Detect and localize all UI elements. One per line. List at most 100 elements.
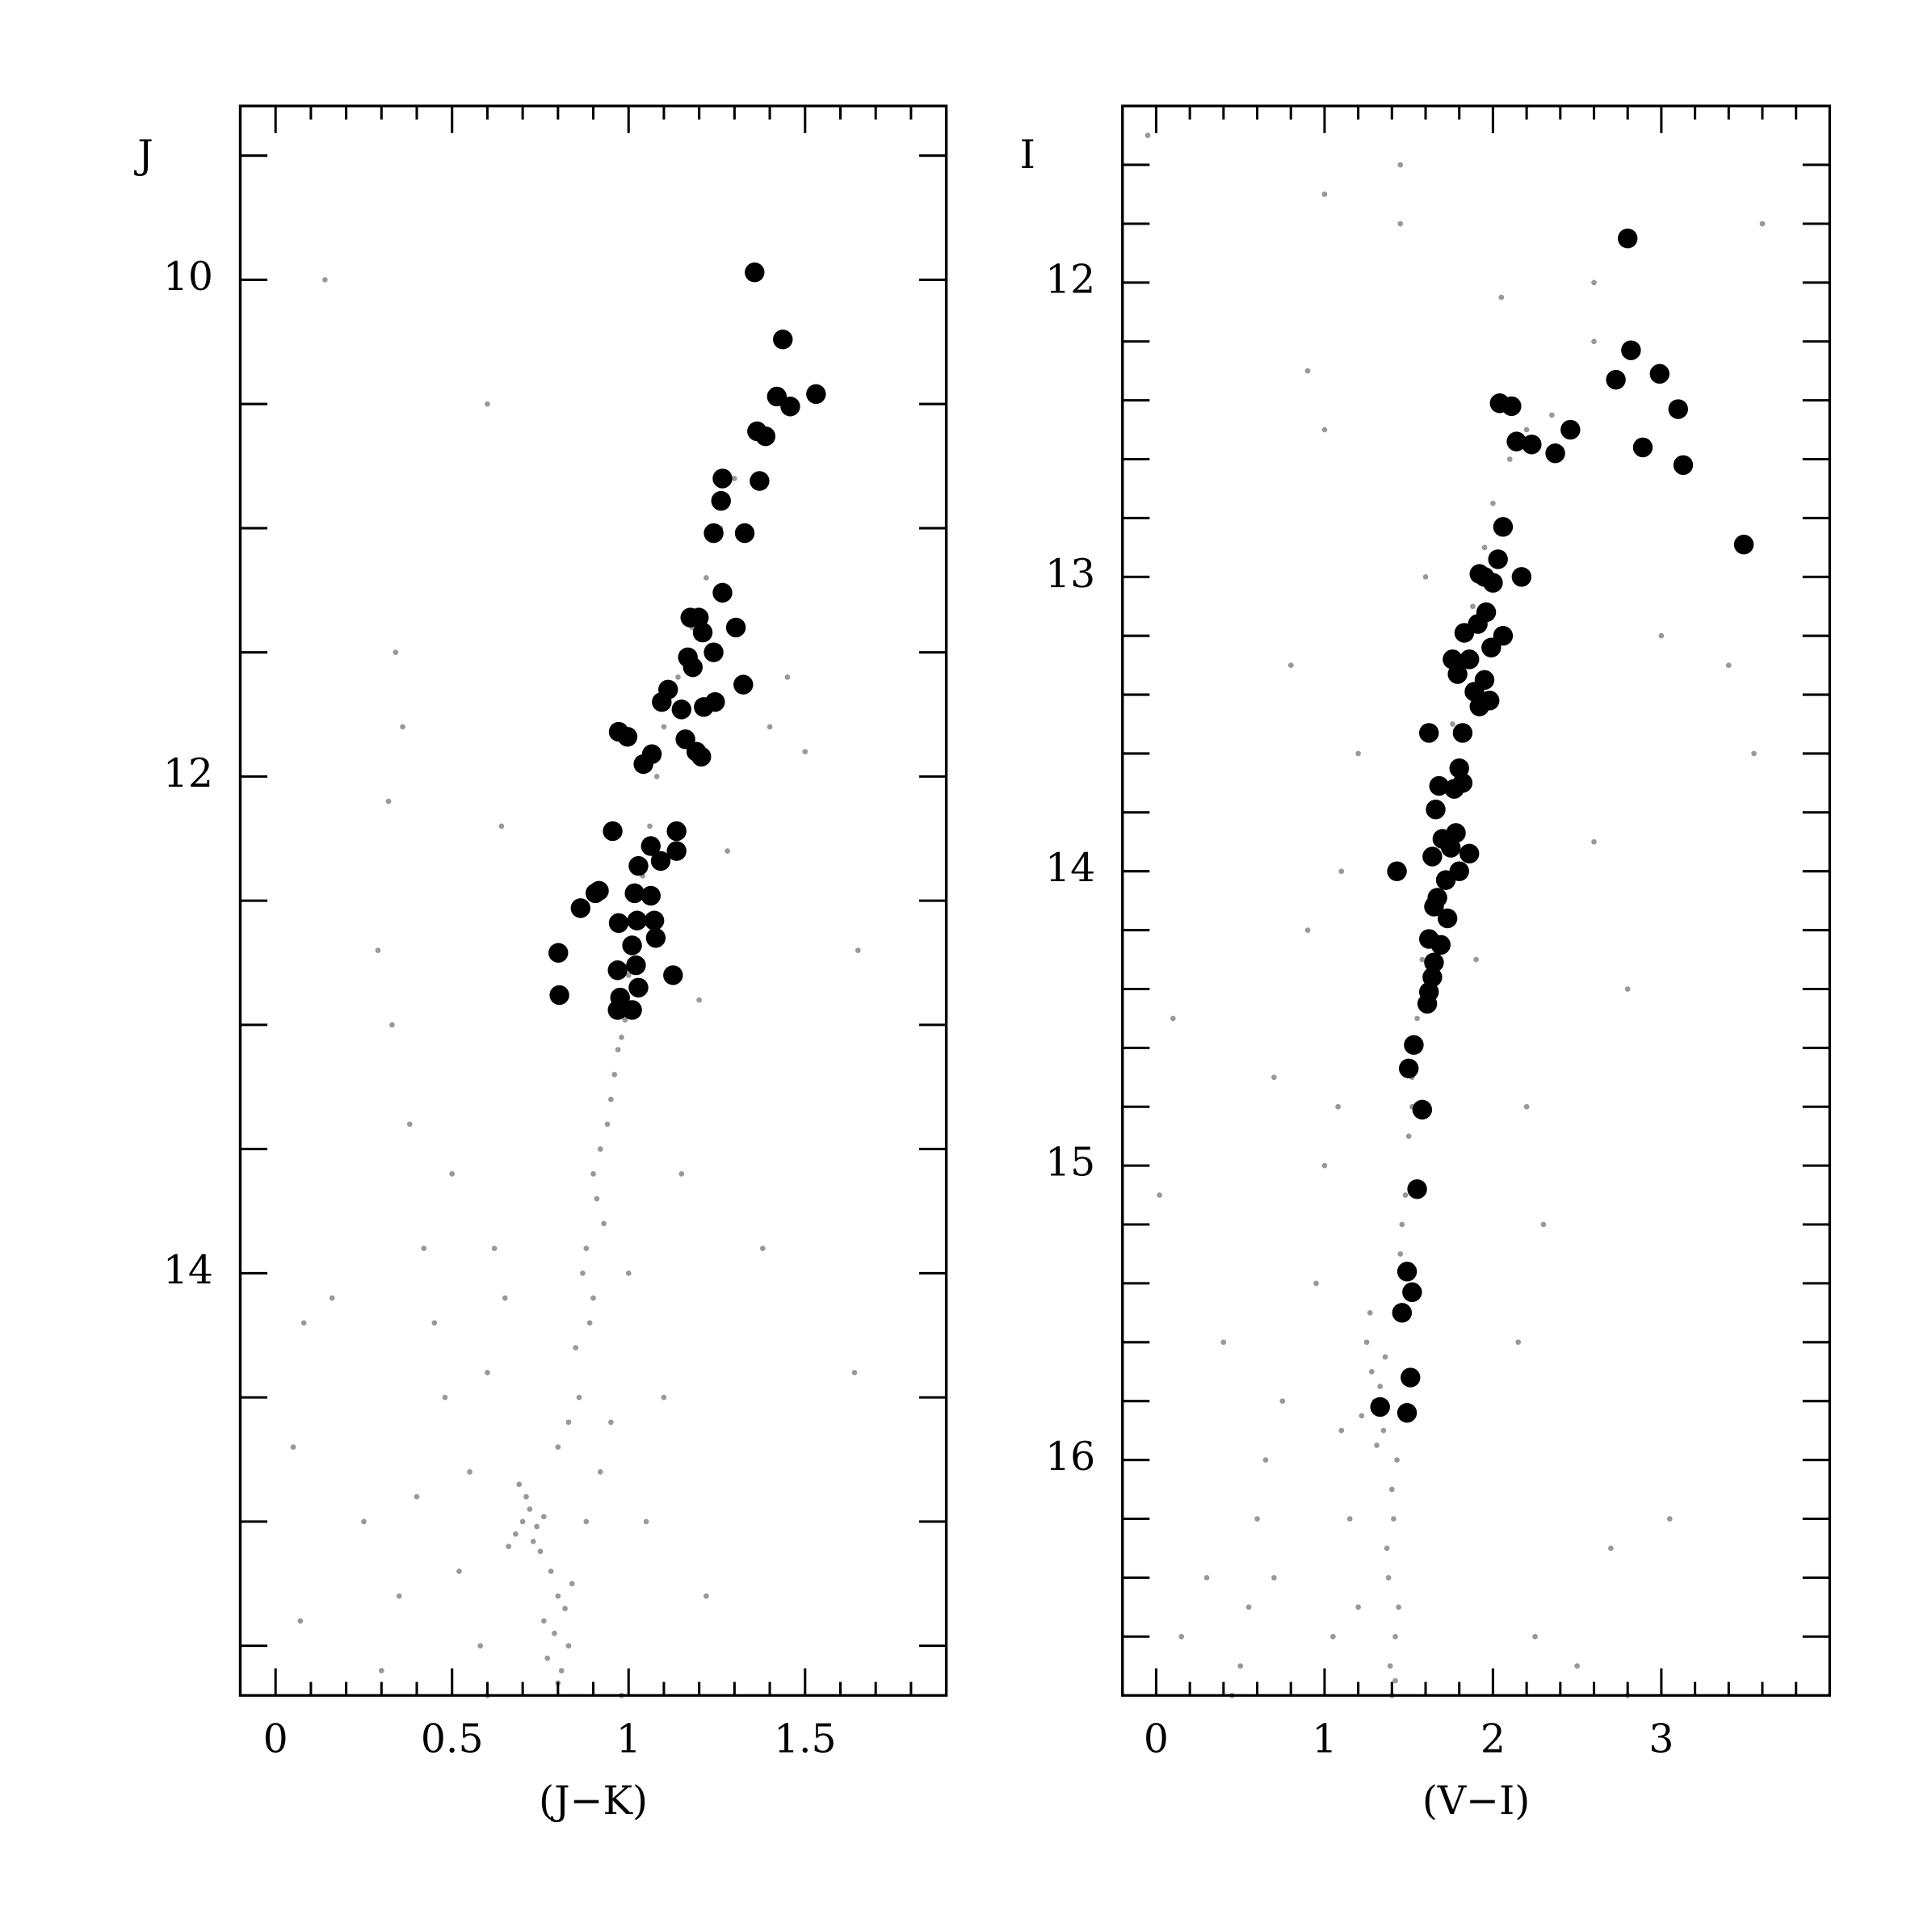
point <box>523 1493 529 1500</box>
point <box>784 674 791 680</box>
point <box>1335 1103 1341 1110</box>
y-tick-label: 15 <box>1045 1140 1095 1186</box>
point <box>1429 775 1449 796</box>
point <box>544 1655 551 1661</box>
point <box>1387 861 1407 881</box>
point <box>562 1606 568 1611</box>
point <box>647 823 653 830</box>
point <box>622 935 642 956</box>
point <box>704 642 724 662</box>
point <box>491 1245 498 1251</box>
point <box>759 1245 766 1251</box>
point <box>1220 1339 1227 1346</box>
point <box>1469 696 1489 716</box>
point <box>1488 549 1508 569</box>
point <box>421 1245 427 1251</box>
point <box>1396 1403 1418 1423</box>
point <box>696 997 703 1003</box>
point <box>555 1593 561 1599</box>
point <box>442 1394 448 1401</box>
point <box>1359 1413 1365 1419</box>
point <box>1523 426 1530 433</box>
point <box>711 490 731 511</box>
point <box>583 1518 590 1525</box>
point <box>1321 426 1328 433</box>
point <box>519 1518 526 1525</box>
point <box>1391 1516 1396 1522</box>
point <box>1346 1516 1353 1522</box>
point <box>396 1593 402 1599</box>
point <box>1493 517 1514 537</box>
x-tick-label: 0.5 <box>421 1716 484 1762</box>
point <box>1178 1633 1185 1640</box>
y-tick-label: 16 <box>1045 1434 1095 1480</box>
point <box>1574 1663 1581 1670</box>
point <box>1523 1103 1530 1110</box>
point <box>498 823 505 830</box>
point <box>1498 294 1505 300</box>
point <box>1392 1678 1398 1684</box>
x-tick-label: 1 <box>616 1716 641 1762</box>
x-tick-label: 1 <box>1312 1716 1337 1762</box>
point <box>1607 1545 1614 1552</box>
point <box>1402 1282 1422 1303</box>
point <box>724 848 730 855</box>
x-tick-label: 0 <box>1144 1716 1169 1762</box>
point <box>1363 1339 1370 1346</box>
point <box>750 471 770 491</box>
point <box>733 674 754 695</box>
point <box>1632 437 1653 458</box>
point <box>583 1245 590 1251</box>
point <box>1474 567 1495 587</box>
point <box>643 1518 649 1525</box>
panel: 0 0.5 1 1.5 10 12 14 (J−K) J <box>133 104 948 1824</box>
point <box>1424 952 1444 972</box>
point <box>1591 338 1597 345</box>
point <box>1338 1427 1345 1434</box>
point <box>608 1096 614 1102</box>
point <box>1387 1663 1393 1670</box>
point <box>1170 1015 1176 1022</box>
point <box>1437 908 1458 929</box>
point <box>1405 1133 1412 1140</box>
point <box>806 384 826 405</box>
point <box>1399 1221 1405 1228</box>
point <box>552 1630 557 1636</box>
y-tick-label: 14 <box>1045 845 1095 891</box>
point <box>570 898 591 918</box>
point <box>1549 412 1555 418</box>
point <box>597 1469 603 1475</box>
point <box>691 746 712 767</box>
point <box>467 1469 472 1475</box>
point <box>1262 1457 1269 1463</box>
point <box>625 1270 632 1276</box>
point <box>650 850 671 872</box>
point <box>1490 500 1496 506</box>
point <box>393 649 399 656</box>
point <box>1254 1516 1260 1522</box>
point <box>1271 1074 1277 1081</box>
point <box>1321 191 1328 197</box>
point <box>513 1531 519 1537</box>
point <box>361 1518 367 1525</box>
point <box>1402 1192 1409 1198</box>
point <box>406 1121 413 1128</box>
point <box>485 1370 490 1376</box>
point <box>456 1569 462 1574</box>
point <box>534 1523 540 1530</box>
point <box>601 1220 607 1227</box>
point <box>530 1539 536 1544</box>
x-tick-label: 0 <box>263 1716 288 1762</box>
point <box>1532 1633 1538 1640</box>
point <box>1394 1457 1400 1463</box>
point <box>1417 993 1438 1014</box>
y-tick-label: 12 <box>163 750 213 796</box>
point <box>414 1493 420 1500</box>
point <box>1388 1486 1395 1493</box>
point <box>1673 455 1694 475</box>
point <box>1401 1367 1421 1388</box>
point <box>1515 1339 1522 1346</box>
x-tick-label: 2 <box>1480 1716 1506 1762</box>
y-axis-label: I <box>1020 132 1035 178</box>
